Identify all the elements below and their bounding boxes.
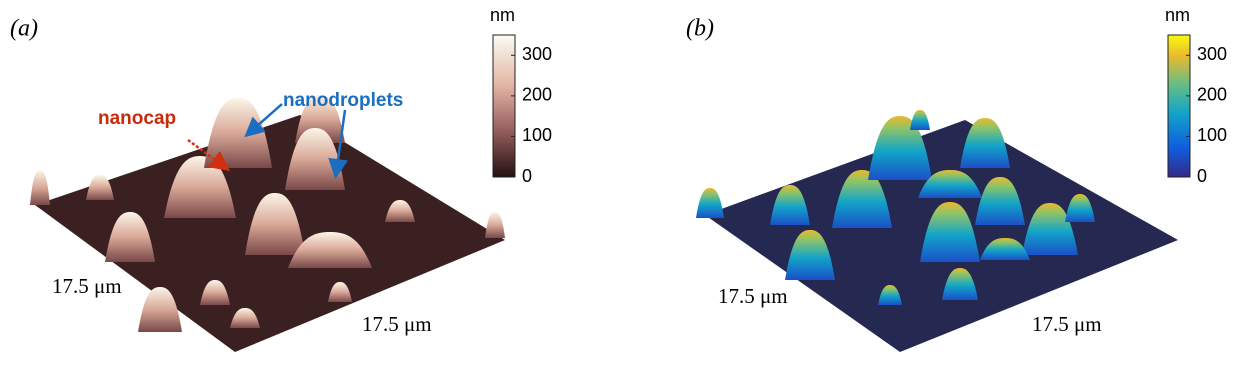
droplet [230,308,260,328]
droplet [138,287,182,332]
droplet [918,170,982,198]
droplet [878,285,902,305]
colorbar-unit: nm [1165,5,1190,25]
droplet [105,212,155,262]
droplet [696,188,724,218]
droplet [245,193,305,255]
droplet [328,282,352,302]
droplet [204,98,272,168]
droplet [868,116,932,180]
droplet [30,170,50,205]
droplet [980,238,1030,260]
colorbar-tick-label: 200 [522,85,552,105]
droplet [86,175,114,200]
colorbar-tick-label: 100 [1197,125,1227,145]
annotation-arrow [328,109,348,179]
annotation: nanocap [98,108,176,129]
droplet [1022,203,1078,255]
droplet [785,230,835,280]
colorbar-tick-label: 0 [522,166,532,186]
droplet [920,202,980,262]
colorbar-unit: nm [490,5,515,25]
droplet [960,118,1010,168]
annotation-arrow [187,138,231,171]
colorbar-tick-label: 100 [522,125,552,145]
axis-label: 17.5 μm [718,284,788,308]
panel-label: (b) [686,16,714,42]
annotation: nanodroplets [283,90,403,111]
colorbar [1167,34,1191,178]
colorbar-tick-label: 300 [1197,44,1227,64]
annotation-arrow [244,103,283,138]
droplet [770,185,810,225]
colorbar-tick-label: 200 [1197,85,1227,105]
droplet [1065,194,1095,222]
colorbar-tick-label: 300 [522,44,552,64]
droplet [975,177,1025,225]
droplet [832,170,892,228]
droplet [910,110,930,130]
droplet [385,200,415,222]
droplet [485,212,505,238]
droplet [942,268,978,300]
colorbar-tick-label: 0 [1197,166,1207,186]
axis-label: 17.5 μm [1032,312,1102,336]
panel-label: (a) [10,16,38,42]
axis-label: 17.5 μm [362,312,432,336]
colorbar [492,34,516,178]
droplet [164,156,236,218]
axis-label: 17.5 μm [52,274,122,298]
droplet [288,232,372,268]
droplet [200,280,230,305]
